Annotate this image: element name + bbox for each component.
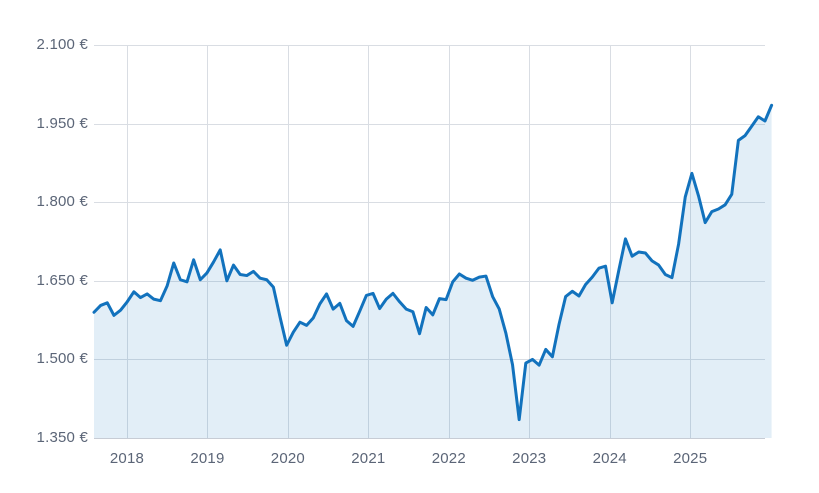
- y-axis-tick-label: 1.800 €: [36, 193, 88, 211]
- y-axis-tick-label: 1.950 €: [36, 114, 88, 132]
- x-axis-tick-label: 2022: [431, 450, 466, 467]
- series-area-fill: [94, 105, 772, 438]
- x-axis-tick-label: 2019: [190, 450, 225, 467]
- y-axis-tick-label: 1.650 €: [36, 271, 88, 289]
- y-axis-tick-label: 1.500 €: [36, 350, 88, 368]
- x-axis-tick-label: 2023: [512, 450, 547, 467]
- x-axis-tick-label: 2024: [592, 450, 627, 467]
- x-axis-tick-label: 2025: [673, 450, 708, 467]
- x-axis-tick-label: 2018: [109, 450, 145, 467]
- x-axis-tick-label: 2020: [270, 450, 305, 467]
- y-axis-tick-label: 2.100 €: [36, 36, 88, 53]
- gridlines: [94, 45, 765, 439]
- x-axis-tick-label: 2021: [351, 450, 386, 467]
- series-line[interactable]: [92, 103, 774, 422]
- y-axis-tick-label: 1.350 €: [36, 429, 88, 446]
